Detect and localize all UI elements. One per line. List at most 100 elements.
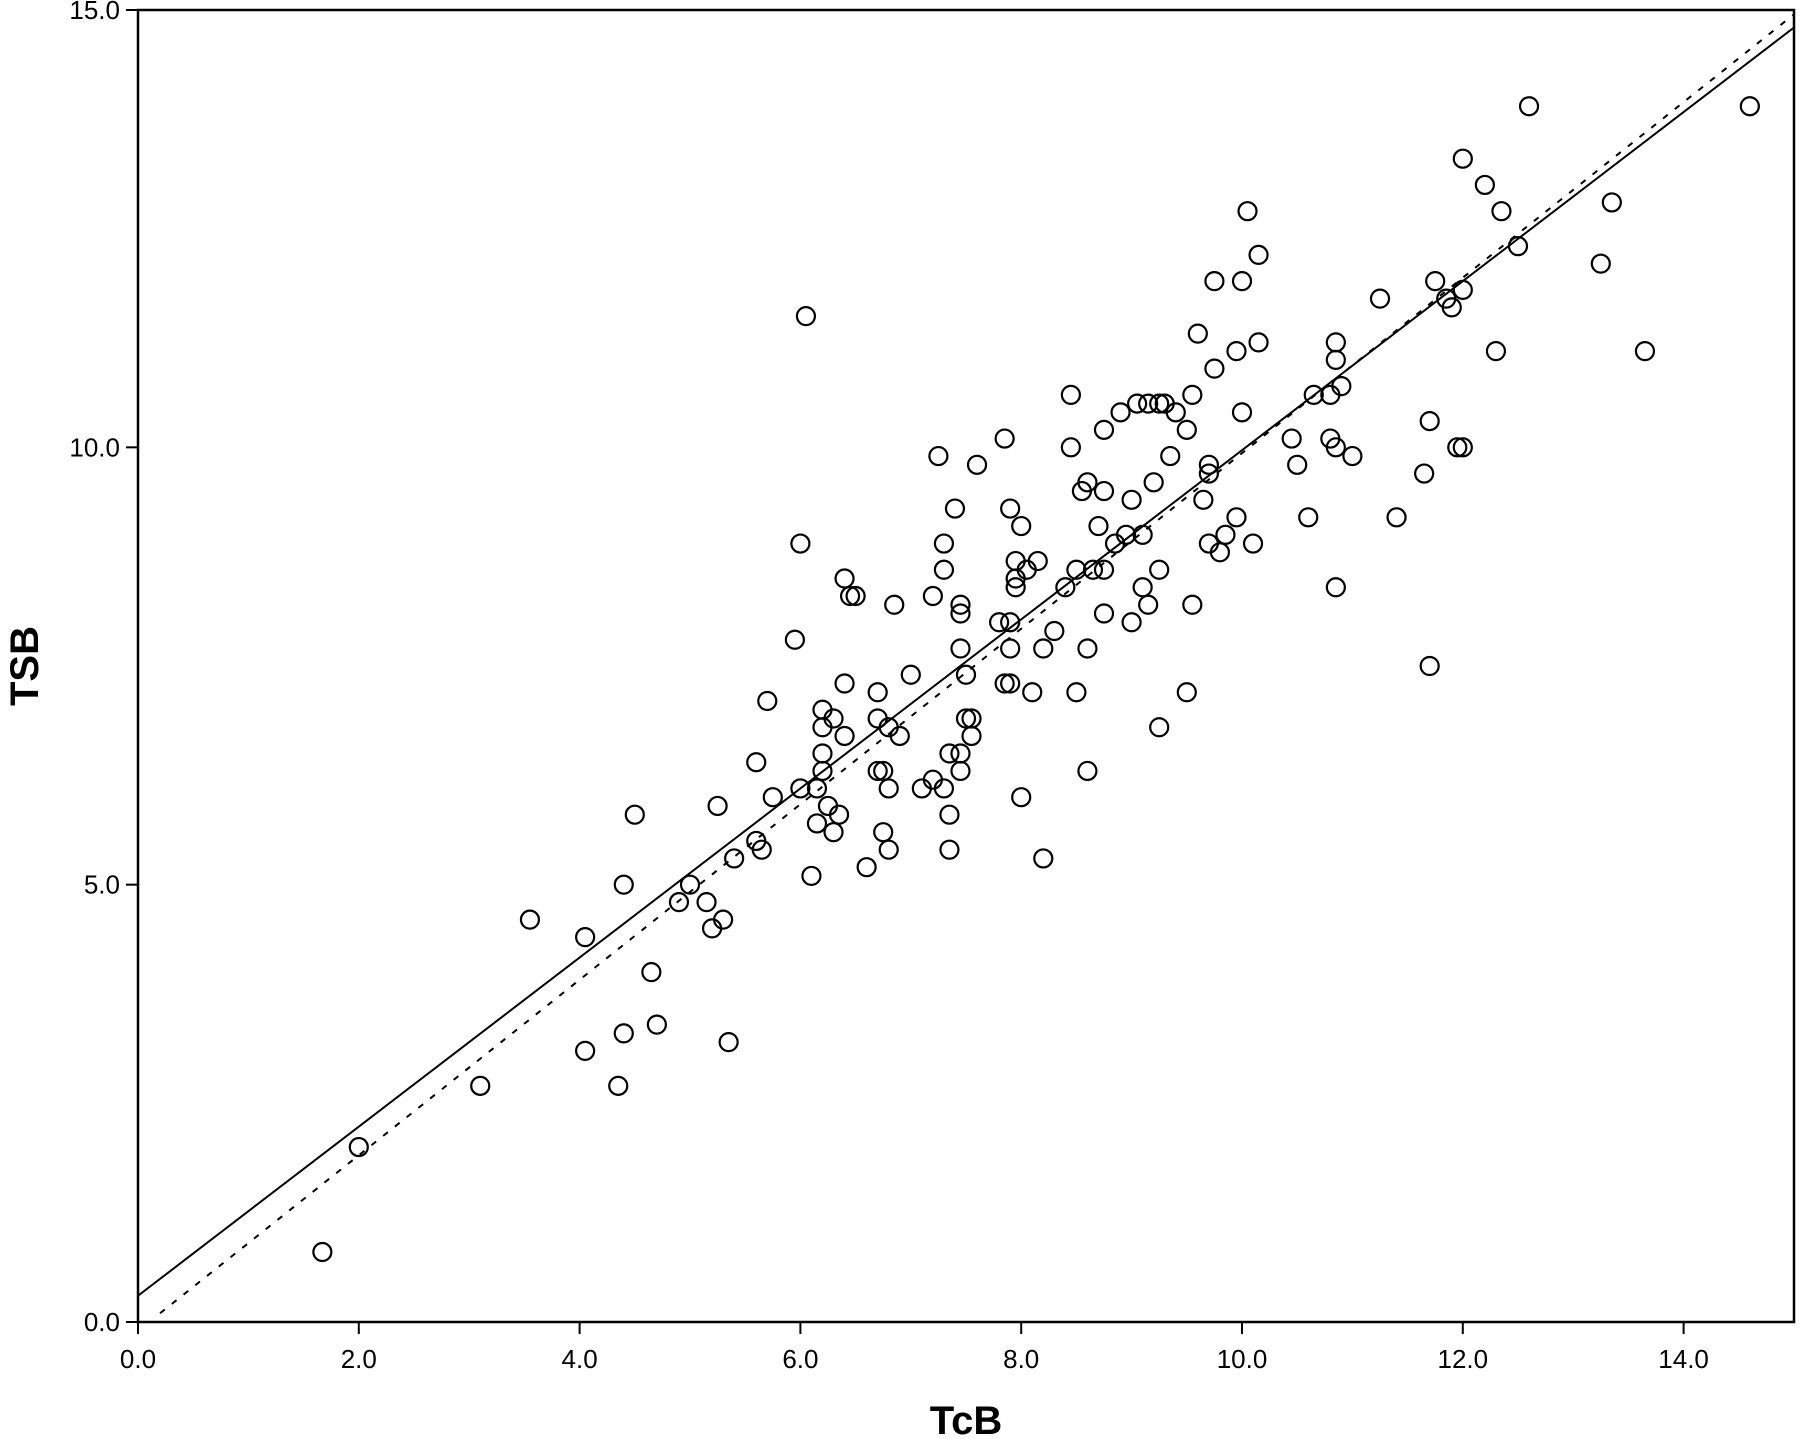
data-point: [1005, 577, 1026, 598]
data-point: [1160, 445, 1181, 467]
data-point: [1369, 288, 1391, 309]
data-point: [1386, 507, 1407, 528]
data-points: [312, 96, 1760, 1263]
solid-fit-line: [137, 26, 1795, 1297]
data-point: [1601, 192, 1622, 213]
data-point: [1441, 297, 1462, 318]
data-point: [966, 454, 988, 475]
data-point: [1231, 402, 1253, 423]
data-point: [812, 760, 833, 782]
data-point: [1093, 480, 1115, 502]
data-point: [828, 804, 850, 825]
data-point: [950, 638, 971, 659]
data-point: [1000, 638, 1021, 659]
data-point: [790, 533, 811, 554]
data-point: [1209, 542, 1231, 563]
data-point: [1193, 489, 1214, 510]
x-tick-label: 14.0: [1658, 1344, 1709, 1374]
data-point: [867, 682, 888, 703]
data-point: [608, 1075, 629, 1096]
x-tick-label: 8.0: [1003, 1344, 1039, 1374]
data-point: [1281, 428, 1302, 449]
data-point: [1088, 515, 1109, 537]
data-point: [1325, 437, 1346, 458]
data-point: [1066, 682, 1087, 703]
data-point: [1143, 472, 1164, 493]
data-point: [939, 839, 960, 860]
data-point: [961, 708, 982, 729]
data-point: [889, 725, 910, 747]
x-tick-label: 4.0: [562, 1344, 598, 1374]
data-point: [1149, 717, 1170, 738]
data-point: [1485, 341, 1507, 362]
data-point: [950, 760, 971, 782]
data-point: [1132, 577, 1153, 598]
data-point: [856, 857, 877, 878]
data-point: [613, 1023, 634, 1044]
data-point: [1110, 402, 1131, 423]
data-point: [1093, 419, 1115, 440]
data-point: [1419, 410, 1440, 432]
data-point: [795, 306, 817, 327]
data-point: [519, 909, 541, 930]
data-point: [1419, 655, 1440, 677]
data-point: [1507, 236, 1529, 257]
data-point: [1452, 437, 1473, 458]
data-point: [834, 568, 855, 589]
data-point: [884, 594, 905, 615]
data-point: [1033, 848, 1054, 869]
data-point: [823, 708, 844, 729]
data-point: [928, 445, 949, 467]
data-point: [1182, 384, 1203, 405]
data-point: [1425, 271, 1446, 292]
data-point: [1176, 419, 1197, 440]
data-point: [1231, 271, 1253, 292]
data-point: [1093, 603, 1115, 624]
data-point: [955, 664, 977, 685]
data-point: [575, 1040, 596, 1061]
data-point: [1149, 393, 1170, 414]
data-point: [933, 778, 955, 799]
data-point: [1452, 148, 1473, 169]
data-point: [757, 690, 778, 712]
data-point: [1518, 96, 1540, 117]
data-point: [1331, 376, 1352, 397]
data-point: [1077, 638, 1098, 659]
y-tick-label: 5.0: [84, 870, 120, 900]
data-point: [575, 927, 596, 948]
data-point: [1082, 559, 1104, 580]
data-point: [955, 708, 977, 729]
data-point: [1447, 437, 1468, 458]
data-point: [646, 1014, 667, 1035]
data-point: [668, 892, 690, 913]
data-point: [1237, 201, 1258, 222]
data-point: [867, 760, 888, 782]
data-point: [707, 795, 728, 817]
x-axis-ticks: 0.0 2.0 4.0 6.0 8.0 10.0 12.0 14.0: [120, 1322, 1709, 1374]
data-point: [873, 760, 894, 782]
data-point: [1011, 787, 1032, 808]
data-point: [939, 804, 960, 825]
data-point: [1226, 507, 1247, 528]
data-point: [624, 804, 645, 825]
data-point: [1093, 559, 1115, 580]
data-point: [1325, 577, 1346, 598]
data-point: [1066, 559, 1087, 580]
data-point: [806, 778, 828, 799]
data-point: [950, 603, 971, 624]
data-point: [679, 874, 701, 895]
data-point: [994, 673, 1015, 694]
data-point: [1022, 682, 1043, 703]
data-point: [1248, 244, 1269, 266]
data-point: [1452, 279, 1473, 300]
data-point: [1204, 271, 1225, 292]
data-point: [878, 778, 899, 799]
data-point: [1491, 201, 1512, 222]
data-point: [994, 428, 1015, 449]
data-point: [944, 498, 966, 519]
data-point: [1342, 445, 1363, 467]
data-point: [1474, 174, 1495, 196]
data-point: [900, 664, 921, 685]
data-point: [1325, 349, 1346, 370]
